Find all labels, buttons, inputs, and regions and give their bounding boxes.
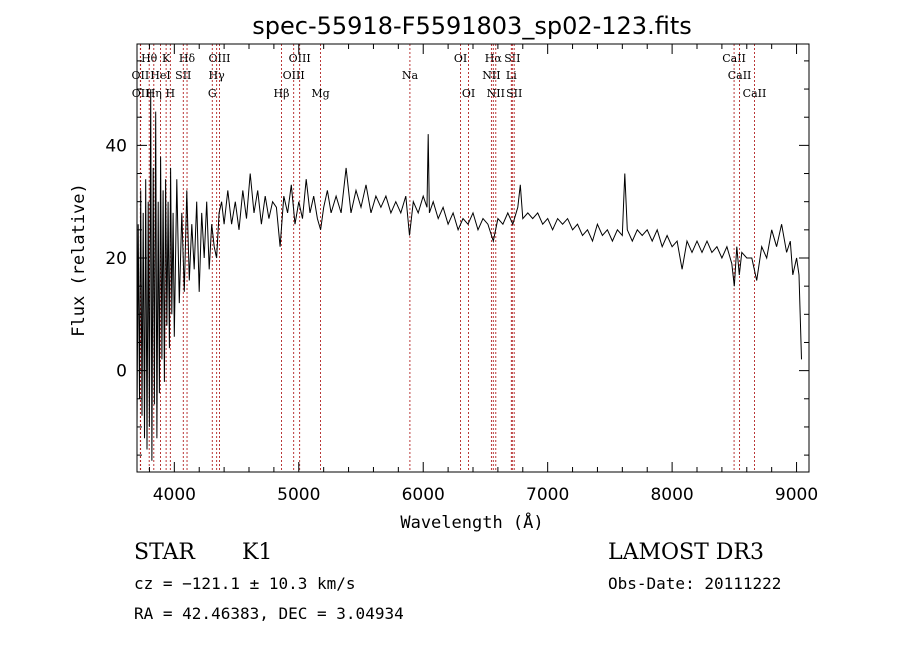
- marker-label-4: OIII: [289, 52, 311, 65]
- marker-label-9: OII: [132, 69, 150, 82]
- x-tick-label-1: 5000: [277, 485, 320, 505]
- marker-label-6: Hα: [485, 52, 503, 65]
- y-tick-label-1: 20: [105, 249, 127, 269]
- marker-label-26: SII: [506, 87, 522, 100]
- object-class: STAR: [134, 540, 195, 565]
- marker-label-2: Hδ: [179, 52, 196, 65]
- marker-label-27: CaII: [743, 87, 767, 100]
- marker-label-19: Hη: [146, 87, 162, 100]
- plot-frame: [136, 43, 810, 473]
- marker-label-21: G: [208, 87, 217, 100]
- marker-label-15: NII: [482, 69, 500, 82]
- marker-label-10: HeI: [150, 69, 170, 82]
- marker-label-0: Hθ: [141, 52, 158, 65]
- marker-label-13: OIII: [283, 69, 305, 82]
- marker-label-1: K: [162, 52, 171, 65]
- y-tick-label-2: 40: [105, 136, 127, 156]
- x-tick-label-3: 7000: [526, 485, 569, 505]
- marker-label-12: Hγ: [209, 69, 226, 82]
- x-tick-label-2: 6000: [402, 485, 445, 505]
- y-axis: 0 20 40: [105, 60, 809, 456]
- redshift-velocity: cz = −121.1 ± 10.3 km/s: [134, 574, 356, 593]
- marker-label-11: SII: [175, 69, 191, 82]
- y-axis-label: Flux (relative): [69, 183, 89, 337]
- x-tick-label-4: 8000: [650, 485, 693, 505]
- marker-label-3: OIII: [208, 52, 230, 65]
- marker-label-24: OI: [462, 87, 475, 100]
- chart-title: spec-55918-F5591803_sp02-123.fits: [252, 12, 691, 40]
- marker-label-5: OI: [454, 52, 467, 65]
- marker-label-22: Hβ: [274, 87, 290, 100]
- marker-label-17: CaII: [728, 69, 752, 82]
- x-tick-label-0: 4000: [153, 485, 196, 505]
- marker-label-25: NII: [487, 87, 505, 100]
- x-axis-label: Wavelength (Å): [400, 511, 543, 533]
- x-tick-label-5: 9000: [775, 485, 818, 505]
- flux-series: [136, 89, 802, 461]
- y-tick-label-0: 0: [116, 362, 127, 382]
- survey-name: LAMOST DR3: [608, 540, 764, 565]
- marker-label-23: Mg: [311, 87, 329, 100]
- marker-label-18: OII: [132, 87, 150, 100]
- marker-label-14: Na: [402, 69, 419, 82]
- coordinates: RA = 42.46383, DEC = 3.04934: [134, 604, 404, 623]
- object-subclass: K1: [242, 540, 273, 565]
- series-line-0: [136, 89, 802, 461]
- marker-label-7: SII: [504, 52, 520, 65]
- observation-date: Obs-Date: 20111222: [608, 574, 782, 593]
- marker-label-8: CaII: [722, 52, 746, 65]
- x-axis: 4000 5000 6000 7000 8000 9000: [148, 44, 818, 505]
- marker-label-16: Li: [506, 69, 517, 82]
- marker-label-20: H: [166, 87, 176, 100]
